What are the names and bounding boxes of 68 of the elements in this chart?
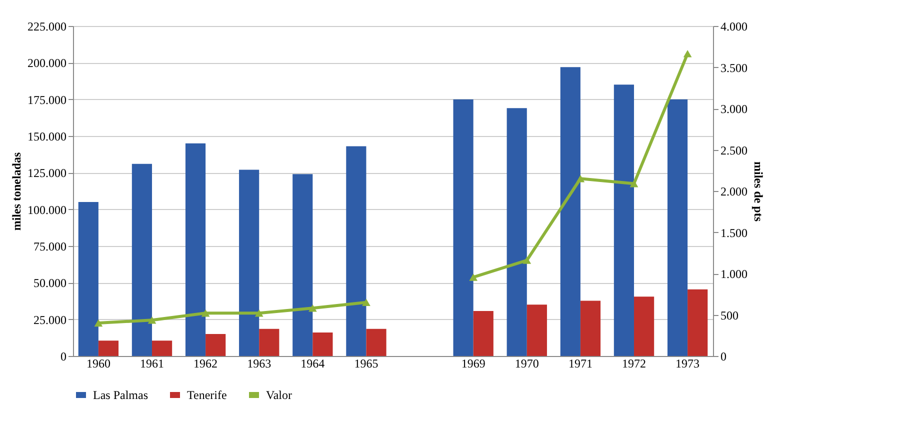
- point: [576, 175, 585, 182]
- point: [362, 298, 370, 306]
- bar: [78, 202, 98, 356]
- x-tick-label: 1964: [300, 356, 325, 370]
- y2-tick-label: 1.000: [720, 267, 748, 281]
- bar: [526, 304, 547, 356]
- point: [522, 256, 532, 264]
- y-tick-label: 50.000: [34, 276, 66, 290]
- bar: [152, 340, 172, 356]
- y2-tick-label: 2.000: [720, 184, 748, 198]
- x-tick-label: 1972: [622, 356, 646, 370]
- x-tick-label: 1973: [676, 356, 700, 370]
- bar: [259, 328, 280, 356]
- y-tick-label: 200.000: [28, 56, 66, 70]
- y-tick-label: 100.000: [28, 202, 66, 217]
- point: [254, 309, 264, 317]
- bar: [634, 296, 654, 356]
- x-tick-label: 1962: [194, 356, 218, 370]
- bar: [132, 164, 152, 356]
- bar: [239, 170, 260, 356]
- bar: [366, 328, 386, 356]
- y-tick-label: 225.000: [28, 20, 66, 34]
- bar: [346, 146, 366, 356]
- y-tick-label: 175.000: [28, 92, 66, 107]
- y2-tick-label: 3.000: [720, 102, 748, 116]
- y2-tick-label: 3.500: [720, 60, 748, 75]
- x-tick-label: 1963: [247, 356, 272, 370]
- legend-label: Tenerife: [187, 388, 227, 402]
- bar: [98, 340, 119, 356]
- y-tick-label: 75.000: [34, 240, 66, 254]
- bar: [312, 332, 333, 356]
- bar: [580, 300, 601, 356]
- y2-tick-label: 500: [720, 308, 738, 322]
- bar: [667, 99, 688, 356]
- point: [683, 50, 692, 58]
- bar: [688, 289, 708, 356]
- bar: [506, 108, 527, 356]
- y2-tick-label: 1.500: [720, 226, 748, 240]
- point: [94, 319, 103, 327]
- point: [469, 274, 478, 281]
- y2-axis-title: miles de pts: [752, 162, 766, 222]
- x-tick-label: 1960: [86, 356, 110, 370]
- point: [201, 309, 210, 317]
- legend-label: Las Palmas: [93, 388, 148, 402]
- point: [148, 316, 156, 324]
- bar: [185, 143, 206, 356]
- y2-tick-label: 4.000: [720, 20, 748, 34]
- x-tick-label: 1961: [140, 356, 164, 370]
- y-tick-label: 125.000: [28, 166, 66, 180]
- bar: [560, 67, 580, 356]
- bar: [206, 334, 226, 356]
- y2-tick-label: 2.500: [720, 143, 748, 158]
- y-axis-title: miles toneladas: [10, 152, 24, 231]
- x-tick-label: 1969: [461, 356, 486, 370]
- x-tick-label: 1971: [568, 356, 592, 370]
- x-tick-label: 1965: [354, 356, 378, 370]
- y2-tick-label: 0: [720, 350, 726, 364]
- bar: [292, 174, 313, 356]
- y-tick-label: 0: [60, 350, 66, 364]
- point: [308, 304, 317, 312]
- y-tick-label: 150.000: [28, 130, 66, 144]
- bar: [473, 310, 494, 356]
- x-tick-label: 1970: [514, 356, 539, 370]
- y-tick-label: 25.000: [34, 312, 66, 327]
- bar: [453, 99, 474, 356]
- point: [630, 180, 638, 188]
- legend-label: Valor: [266, 388, 292, 402]
- bar: [614, 84, 634, 356]
